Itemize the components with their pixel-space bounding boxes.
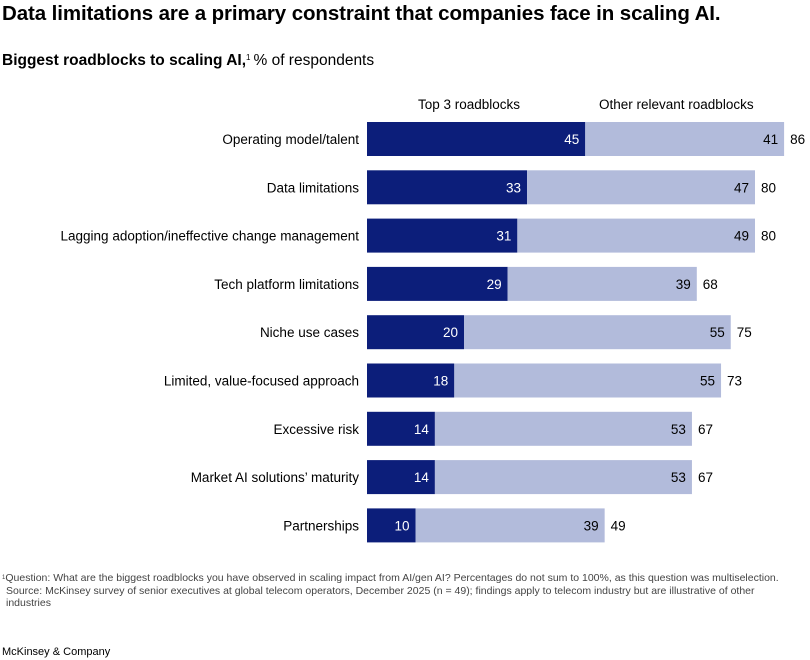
category-label: Market AI solutions’ maturity [191, 470, 360, 485]
subtitle-bold: Biggest roadblocks to scaling AI, [2, 52, 247, 69]
footnote-question: 1Question: What are the biggest roadbloc… [2, 572, 802, 585]
bar-top3 [367, 411, 435, 446]
bar-other [527, 170, 755, 205]
value-label-other: 39 [676, 277, 691, 292]
legend-other: Other relevant roadblocks [599, 97, 754, 112]
bar-other [434, 460, 692, 495]
footnote-mark: 1 [2, 575, 6, 581]
bar-other [464, 315, 731, 350]
footnote-question-text: Question: What are the biggest roadblock… [5, 572, 779, 584]
category-label: Lagging adoption/ineffective change mana… [61, 229, 360, 244]
bar-top3 [367, 315, 464, 350]
category-label: Data limitations [267, 180, 360, 195]
subtitle-footnote-mark: 1 [246, 53, 251, 62]
brand-name: McKinsey & Company [2, 646, 111, 658]
category-label: Limited, value-focused approach [164, 374, 359, 389]
value-label-top3: 29 [487, 277, 502, 292]
value-label-top3: 10 [394, 518, 409, 533]
value-label-other: 39 [584, 518, 599, 533]
total-label: 67 [698, 422, 713, 437]
bar-other [585, 122, 785, 156]
value-label-other: 53 [671, 422, 686, 437]
bar-other [507, 266, 697, 301]
value-label-top3: 31 [496, 229, 511, 244]
category-label: Operating model/talent [222, 132, 359, 147]
value-label-top3: 14 [414, 470, 430, 485]
value-label-other: 49 [734, 229, 749, 244]
category-label: Niche use cases [260, 325, 359, 340]
value-label-other: 53 [671, 470, 686, 485]
category-label: Partnerships [283, 518, 359, 533]
total-label: 67 [698, 470, 713, 485]
total-label: 86 [790, 132, 805, 147]
value-label-top3: 45 [564, 132, 579, 147]
value-label-other: 41 [763, 132, 778, 147]
bar-top3 [367, 460, 435, 495]
value-label-top3: 20 [443, 325, 458, 340]
total-label: 80 [761, 180, 776, 195]
bar-top3 [367, 266, 508, 301]
value-label-top3: 18 [433, 374, 448, 389]
bar-other [434, 411, 692, 446]
bar-other [517, 218, 755, 253]
value-label-other: 55 [700, 374, 715, 389]
value-label-other: 47 [734, 180, 749, 195]
category-label: Tech platform limitations [214, 277, 359, 292]
subtitle-unit: % of respondents [253, 52, 375, 69]
total-label: 73 [727, 374, 742, 389]
total-label: 68 [703, 277, 718, 292]
total-label: 75 [737, 325, 752, 340]
footnote: 1Question: What are the biggest roadbloc… [2, 572, 802, 610]
total-label: 80 [761, 229, 776, 244]
bar-top3 [367, 170, 528, 205]
value-label-other: 55 [710, 325, 725, 340]
bar-other [454, 363, 722, 398]
bar-top3 [367, 508, 416, 543]
value-label-top3: 33 [506, 180, 521, 195]
bar-top3 [367, 122, 586, 156]
category-label: Excessive risk [273, 422, 359, 437]
chart-subtitle: Biggest roadblocks to scaling AI,1% of r… [2, 52, 374, 70]
total-label: 49 [611, 518, 626, 533]
stacked-bar-chart: Operating model/talent 45 41 86 Data limitat… [61, 122, 805, 543]
bar-top3 [367, 363, 455, 398]
bar-top3 [367, 218, 518, 253]
headline: Data limitations are a primary constrain… [2, 2, 721, 25]
value-label-top3: 14 [414, 422, 430, 437]
footnote-source: Source: McKinsey survey of senior execut… [6, 584, 755, 610]
bar-other [415, 508, 605, 543]
legend-top3: Top 3 roadblocks [418, 97, 521, 112]
